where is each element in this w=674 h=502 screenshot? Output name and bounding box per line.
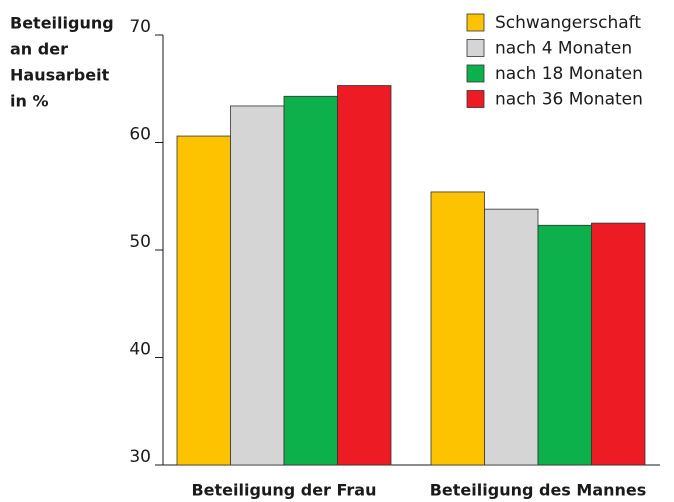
- bar: [430, 191, 485, 466]
- y-tick-label: 60: [129, 125, 151, 145]
- legend-swatch: [466, 13, 485, 32]
- y-tick-label: 30: [129, 447, 151, 467]
- legend-swatch: [466, 39, 485, 57]
- y-axis-label: Hausarbeit: [10, 66, 110, 85]
- legend-label: nach 4 Monaten: [495, 39, 632, 59]
- x-tick-label: Beteiligung des Mannes: [430, 481, 647, 500]
- legend-swatch: [466, 90, 485, 108]
- bar: [283, 95, 338, 466]
- legend-label: Schwangerschaft: [495, 13, 641, 33]
- x-tick-label: Beteiligung der Frau: [191, 481, 376, 500]
- y-axis-label: an der: [10, 40, 68, 59]
- y-axis-label: in %: [10, 92, 48, 111]
- legend-swatch: [466, 64, 485, 83]
- legend-label: nach 36 Monaten: [495, 90, 643, 110]
- bar: [337, 85, 392, 466]
- bar: [484, 208, 539, 466]
- y-tick-label: 50: [129, 232, 151, 252]
- y-tick-label: 40: [129, 340, 151, 360]
- bar: [537, 224, 592, 466]
- bar: [176, 135, 231, 466]
- bar: [591, 222, 646, 466]
- legend-label: nach 18 Monaten: [495, 64, 643, 84]
- bar: [230, 105, 285, 466]
- y-axis-label: Beteiligung: [10, 14, 114, 33]
- y-tick-label: 70: [129, 17, 151, 37]
